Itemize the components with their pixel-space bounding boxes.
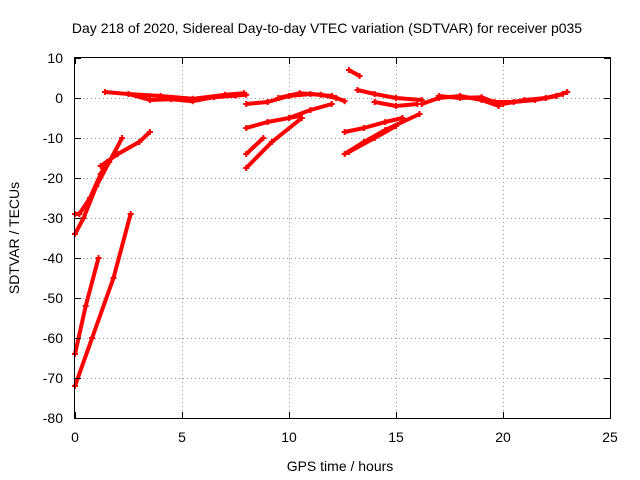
data-point [416, 111, 423, 117]
series-line-arc-23 [502, 92, 564, 106]
data-point [264, 99, 271, 105]
data-point [275, 95, 282, 101]
series-line-arc-02 [75, 161, 109, 216]
data-point [97, 163, 104, 169]
data-point [542, 95, 549, 101]
series-line-arc-09 [277, 91, 337, 100]
data-point [478, 94, 485, 101]
data-point [125, 91, 132, 97]
y-tick-label: -70 [43, 370, 63, 386]
data-point [371, 99, 378, 105]
data-point [243, 165, 250, 171]
data-point [136, 139, 143, 145]
plot-frame [74, 57, 611, 419]
y-tick-label: -40 [43, 250, 63, 266]
data-point [333, 95, 340, 101]
data-point [80, 215, 87, 221]
y-tick-label: -30 [43, 210, 63, 226]
data-point [328, 101, 335, 107]
data-point [110, 275, 117, 281]
data-point [241, 90, 248, 97]
data-point [341, 129, 348, 135]
x-tick-label: 10 [281, 429, 297, 445]
data-point [264, 119, 271, 125]
data-point [500, 101, 506, 107]
x-axis-title: GPS time / hours [287, 458, 394, 474]
series-line-arc-15 [357, 88, 422, 102]
data-point [521, 97, 528, 103]
series-line-arc-17 [344, 116, 403, 134]
data-point [371, 91, 378, 97]
data-point [260, 135, 267, 141]
data-point [354, 87, 361, 93]
y-tick-label: -20 [43, 170, 63, 186]
data-point [114, 151, 121, 157]
grid [75, 58, 610, 418]
data-point [243, 151, 250, 157]
series-line-arc-12 [244, 136, 265, 156]
x-tick-labels: 0 5 10 15 20 25 [71, 429, 618, 445]
data-point [157, 93, 164, 99]
data-point [318, 91, 325, 98]
data-point [345, 149, 352, 155]
ticks [75, 58, 611, 419]
x-tick-label: 0 [71, 429, 79, 445]
data-point [298, 115, 305, 121]
data-point [371, 135, 378, 141]
chart-title: Day 218 of 2020, Sidereal Day-to-day VTE… [72, 20, 582, 36]
y-tick-label: -80 [43, 410, 63, 426]
data-point [491, 99, 498, 105]
data-point [146, 97, 153, 103]
y-axis-title: SDTVAR / TECUs [6, 182, 22, 294]
data-point [393, 95, 399, 101]
data-point [307, 107, 314, 113]
series-line-arc-21 [438, 94, 500, 106]
data-point [360, 125, 367, 131]
x-tick-label: 25 [602, 429, 618, 445]
data-point [382, 119, 389, 125]
data-point [221, 91, 228, 98]
data-point [86, 195, 93, 201]
data-point [119, 135, 126, 141]
y-tick-labels: 10 0 -10 -20 -30 -40 -50 -60 -70 -80 [43, 50, 63, 426]
data-point [356, 73, 363, 79]
data-point [296, 90, 303, 97]
data-point [341, 98, 348, 105]
x-tick-label: 5 [178, 429, 186, 445]
data-point [189, 95, 196, 102]
data-point [345, 67, 352, 73]
y-tick-label: -60 [43, 330, 63, 346]
y-tick-label: 10 [47, 50, 63, 66]
data-point [95, 255, 102, 261]
data-point [564, 89, 571, 95]
y-tick-label: 0 [55, 90, 63, 106]
y-tick-label: -10 [43, 130, 63, 146]
data-point [268, 139, 275, 145]
data-point [127, 211, 134, 217]
data-series [72, 67, 571, 389]
data-point [457, 95, 464, 101]
data-point [146, 129, 153, 135]
x-tick-label: 20 [495, 429, 511, 445]
data-point [393, 103, 399, 109]
series-line-arc-05 [73, 213, 133, 387]
data-point [89, 335, 96, 341]
data-point [559, 91, 566, 97]
data-point [418, 101, 425, 107]
series-line-arc-03 [99, 130, 152, 168]
y-tick-label: -50 [43, 290, 63, 306]
data-point [341, 151, 348, 157]
data-point [82, 303, 89, 309]
data-point [286, 115, 292, 121]
data-point [243, 125, 250, 131]
data-point [76, 211, 83, 217]
data-point [243, 101, 250, 107]
data-point [97, 171, 104, 177]
x-tick-label: 15 [388, 429, 404, 445]
data-point [393, 123, 399, 129]
data-point [101, 89, 108, 95]
data-point [435, 93, 442, 99]
